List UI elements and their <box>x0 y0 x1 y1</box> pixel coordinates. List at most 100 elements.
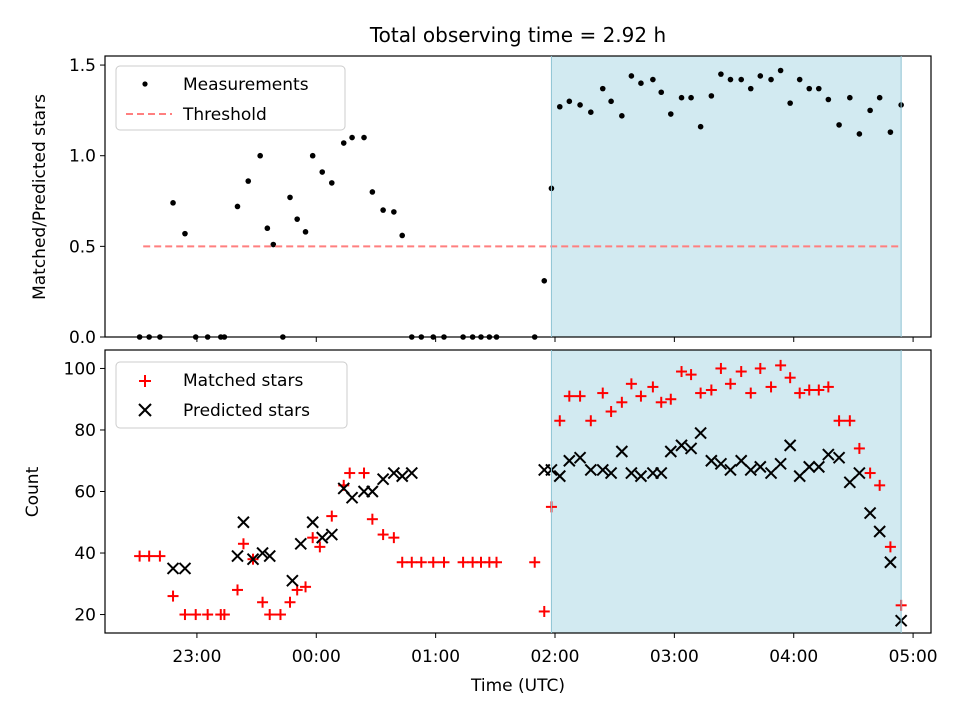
matched-star-point <box>179 609 191 621</box>
predicted-star-point <box>803 460 816 474</box>
measurement-point <box>566 98 573 105</box>
predicted-star-point <box>231 549 244 563</box>
matched-star-point <box>427 556 439 568</box>
x-tick-label: 04:00 <box>769 647 818 667</box>
matched-star-point <box>300 581 312 593</box>
count-data-layer <box>134 359 908 627</box>
measurement-point <box>887 129 894 135</box>
measurement-point <box>667 111 674 117</box>
predicted-star-point <box>694 426 707 440</box>
legend-marker-measurements <box>142 81 148 87</box>
predicted-star-point <box>166 562 180 575</box>
predicted-star-point <box>634 469 648 483</box>
measurement-point <box>628 73 635 79</box>
matched-star-point <box>585 415 597 427</box>
matched-star-point <box>218 609 230 621</box>
legend-marker-matched <box>139 375 151 387</box>
predicted-star-point <box>744 463 757 477</box>
predicted-star-point <box>812 460 826 474</box>
matched-star-point <box>616 396 628 408</box>
predicted-star-point <box>625 466 638 480</box>
matched-star-point <box>754 362 766 374</box>
measurement-point <box>349 134 355 141</box>
measurement-point <box>234 203 241 210</box>
measurement-point <box>294 216 300 222</box>
matched-star-point <box>597 387 609 399</box>
x-tick-label: 02:00 <box>531 647 580 667</box>
measurement-point <box>270 241 277 248</box>
predicted-star-point <box>783 439 797 452</box>
matched-star-point <box>765 381 777 393</box>
matched-star-point <box>134 550 146 562</box>
ratio-data-layer <box>136 67 904 340</box>
measurement-point <box>399 232 406 239</box>
matched-star-point <box>143 550 155 562</box>
matched-star-point <box>775 359 787 371</box>
matched-star-point <box>284 596 296 608</box>
count-x-axis: 23:00 00:00 01:00 02:00 03:00 04:00 05:00 <box>172 633 938 667</box>
measurement-point <box>257 152 263 159</box>
matched-star-point <box>745 387 757 399</box>
predicted-star-point <box>604 466 618 480</box>
measurement-point <box>777 67 784 74</box>
predicted-star-point <box>325 528 338 541</box>
legend-label-measurements: Measurements <box>183 75 309 95</box>
measurement-point <box>309 152 316 159</box>
measurement-point <box>836 122 842 128</box>
x-tick-label: 00:00 <box>292 647 341 667</box>
matched-star-point <box>231 584 243 596</box>
matched-star-point <box>415 556 427 568</box>
measurement-point <box>170 200 176 206</box>
ratio-legend: Measurements Threshold <box>115 65 346 131</box>
predicted-star-point <box>774 457 787 471</box>
matched-star-point <box>358 467 370 479</box>
matched-star-point <box>705 384 717 396</box>
matched-star-point <box>491 556 503 568</box>
ratio-x-axis <box>196 337 914 342</box>
measurement-point <box>867 107 873 114</box>
matched-star-point <box>833 415 845 427</box>
matched-star-point <box>538 605 550 617</box>
matched-star-point <box>724 378 736 390</box>
measurement-point <box>747 85 754 92</box>
matched-star-point <box>735 366 747 378</box>
matched-star-point <box>784 372 796 384</box>
y-tick-label: 1.5 <box>69 56 96 76</box>
ratio-panel: 0.0 0.5 1.0 1.5 Matched/Predicted stars Mea… <box>30 55 932 348</box>
ratio-y-axis-title: Matched/Predicted stars <box>30 94 50 300</box>
measurement-point <box>856 131 863 137</box>
count-legend: Matched stars Predicted stars <box>115 361 348 429</box>
matched-star-point <box>274 609 286 621</box>
matched-star-point <box>388 532 400 544</box>
matched-star-point <box>366 513 378 525</box>
measurement-point <box>245 178 252 184</box>
ratio-legend-box <box>115 65 346 131</box>
measurement-point <box>588 109 594 115</box>
predicted-star-point <box>294 537 307 551</box>
measurement-point <box>825 96 832 103</box>
x-tick-label: 05:00 <box>889 647 938 667</box>
legend-label-matched: Matched stars <box>183 371 303 391</box>
matched-star-point <box>794 387 806 399</box>
predicted-star-point <box>584 463 598 477</box>
observing-window-shading <box>551 350 902 633</box>
measurement-point <box>727 76 734 83</box>
matched-star-point <box>154 550 166 562</box>
y-tick-label: 1.0 <box>69 147 96 167</box>
matched-star-point <box>853 442 865 454</box>
predicted-star-point <box>345 491 359 504</box>
measurement-point <box>815 85 822 92</box>
legend-marker-predicted <box>138 403 152 417</box>
measurement-point <box>328 180 335 186</box>
measurement-point <box>391 209 397 215</box>
measurement-point <box>697 123 704 130</box>
measurement-point <box>708 93 715 99</box>
predicted-star-point <box>237 516 250 529</box>
matched-star-point <box>377 529 389 541</box>
x-tick-label: 01:00 <box>411 647 460 667</box>
predicted-star-point <box>655 466 668 480</box>
matched-star-point <box>563 390 575 402</box>
predicted-star-point <box>793 469 806 483</box>
figure-title: Total observing time = 2.92 h <box>369 23 666 47</box>
measurement-point <box>806 85 813 92</box>
